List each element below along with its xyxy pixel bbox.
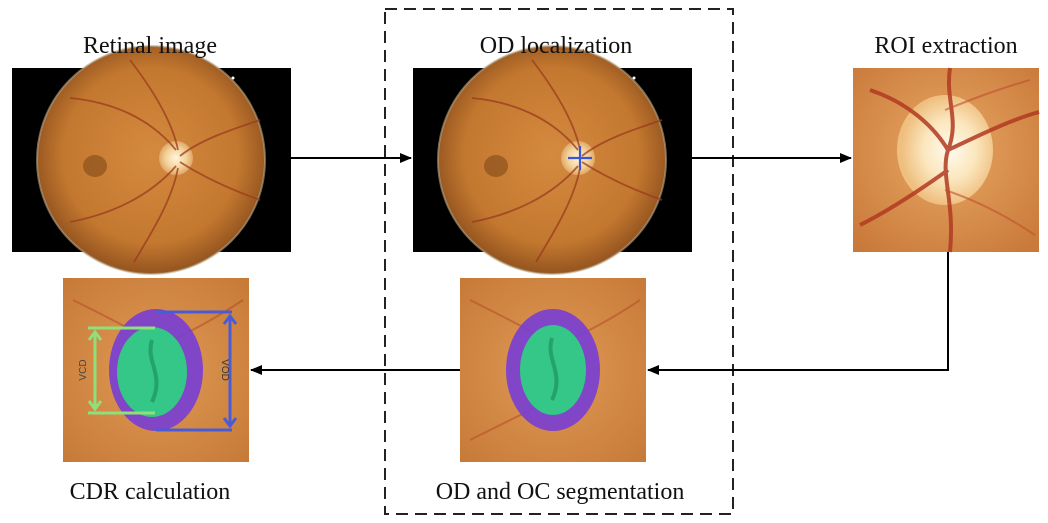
label-od-oc-segmentation: OD and OC segmentation bbox=[435, 479, 685, 505]
od-location-marker bbox=[568, 146, 592, 170]
vod-marker bbox=[156, 310, 238, 432]
vcd-label: VCD bbox=[78, 359, 89, 380]
label-roi-extraction: ROI extraction bbox=[874, 33, 1018, 59]
label-cdr-calculation: CDR calculation bbox=[69, 479, 231, 505]
arrow-roi-to-segmentation bbox=[647, 252, 949, 375]
od-oc-segmentation-image bbox=[460, 278, 646, 462]
roi-extraction-image bbox=[853, 67, 1040, 253]
dashed-group-box bbox=[384, 8, 734, 515]
cdr-calculation-image: VCD VOD bbox=[63, 278, 249, 462]
vcd-marker bbox=[87, 326, 155, 415]
label-retinal-image: Retinal image bbox=[83, 33, 217, 59]
od-localization-image bbox=[413, 45, 692, 275]
vod-label: VOD bbox=[219, 359, 230, 381]
label-od-localization: OD localization bbox=[479, 33, 633, 59]
retinal-image bbox=[12, 45, 291, 275]
